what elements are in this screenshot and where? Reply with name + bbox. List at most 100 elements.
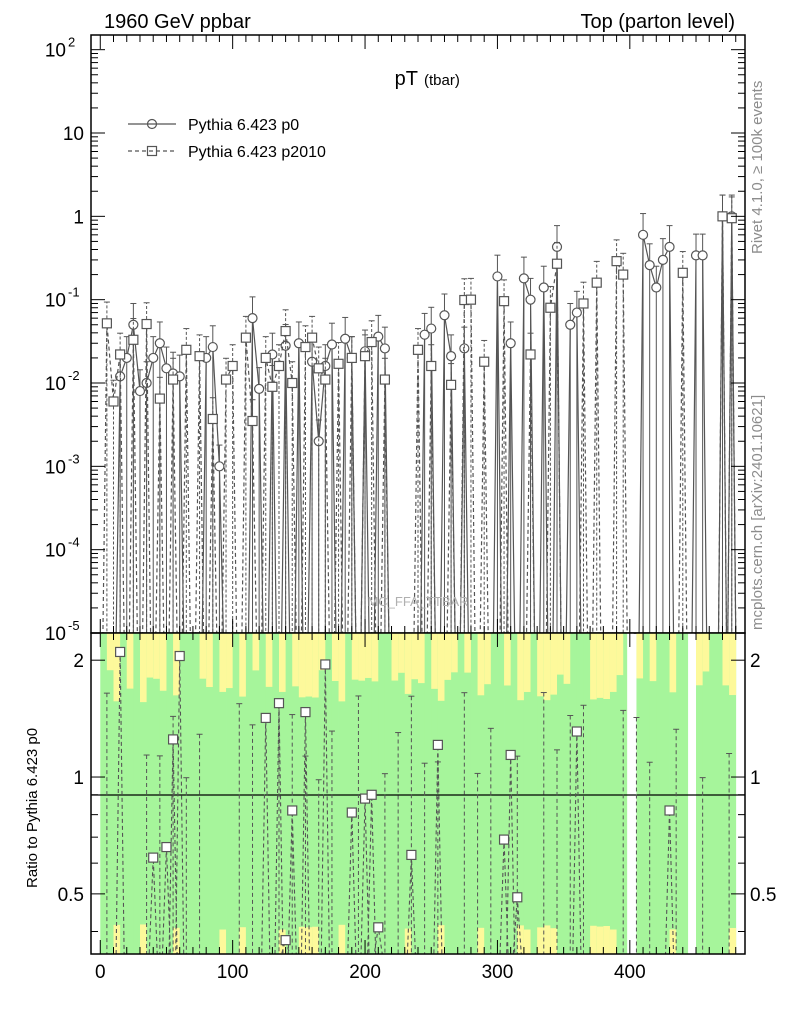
- data-point-p0: [664, 241, 675, 252]
- ratio-band-green: [431, 633, 439, 954]
- y-tick-label: 1: [73, 207, 84, 228]
- data-point-p2010: [154, 393, 165, 404]
- ratio-band-green: [729, 633, 737, 954]
- legend-entry-p0: Pythia 6.423 p0: [128, 117, 299, 134]
- data-point-p2010: [273, 360, 285, 372]
- ratio-band-green: [537, 633, 545, 954]
- ratio-band-yellow: [431, 633, 439, 689]
- ratio-band-yellow: [226, 633, 234, 689]
- data-point-p0: [657, 254, 669, 266]
- series-line-p0: [115, 216, 737, 633]
- ratio-band-yellow-low: [239, 927, 247, 954]
- data-point-p0: [538, 282, 549, 293]
- ratio-band-green: [722, 633, 730, 954]
- ratio-band-yellow: [206, 633, 214, 688]
- ratio-band-yellow: [411, 633, 419, 680]
- data-point-p0: [214, 461, 225, 472]
- ratio-band-yellow: [590, 633, 598, 700]
- ratio-band-green: [590, 633, 598, 954]
- ratio-band-green: [656, 633, 664, 954]
- ratio-band-green: [557, 633, 565, 954]
- ratio-band-green: [676, 633, 684, 954]
- ratio-band-yellow: [444, 633, 452, 680]
- data-point-p2010: [465, 294, 477, 305]
- ratio-band-yellow: [173, 633, 181, 696]
- data-point-p0: [148, 352, 159, 364]
- ratio-band-yellow: [437, 633, 445, 701]
- ratio-band-yellow: [451, 633, 459, 673]
- ratio-point-p2010: [432, 739, 443, 750]
- ratio-band-green: [464, 633, 472, 954]
- legend: Pythia 6.423 p0 Pythia 6.423 p2010: [128, 117, 326, 161]
- legend-label-p2010: Pythia 6.423 p2010: [188, 144, 326, 161]
- ratio-band-yellow: [696, 633, 704, 686]
- data-point-p0: [134, 385, 146, 397]
- ratio-band-yellow-low: [537, 927, 545, 954]
- ratio-band-green: [331, 633, 339, 954]
- ratio-band-yellow-low: [219, 929, 227, 954]
- ratio-band-green: [477, 633, 485, 954]
- ratio-band-green: [179, 633, 187, 954]
- data-point-p0: [565, 319, 576, 330]
- x-tick-label: 400: [614, 962, 646, 983]
- data-point-p2010: [545, 302, 556, 313]
- ratio-band-yellow: [199, 633, 207, 679]
- ratio-band-green: [318, 633, 326, 954]
- ratio-band-green: [550, 633, 558, 954]
- ratio-band-yellow: [239, 633, 247, 697]
- ratio-band-green: [351, 633, 359, 954]
- plot-title: pT (tbar): [395, 68, 460, 90]
- x-tick-label: 200: [349, 962, 381, 983]
- ratio-plot-area: 0.5 0.5 1 1 2 2 Ratio to Pythia 6.423 p0: [24, 632, 776, 955]
- ratio-point-p2010: [167, 734, 179, 745]
- ratio-band-green: [616, 633, 624, 954]
- ratio-point-p2010: [512, 892, 523, 903]
- ratio-band-green: [206, 633, 214, 954]
- ratio-band-green: [583, 633, 591, 954]
- data-point-p2010: [333, 358, 344, 369]
- data-point-p0: [247, 313, 258, 324]
- ratio-band-yellow: [265, 633, 273, 687]
- ratio-band-yellow: [305, 633, 313, 697]
- ratio-band-green: [219, 633, 227, 954]
- ratio-band-green: [649, 633, 657, 954]
- ratio-point-p2010: [148, 852, 159, 863]
- data-point-p2010: [181, 344, 192, 355]
- y-tick-label-exponent: -3: [68, 451, 80, 466]
- ratio-band-green: [212, 633, 220, 954]
- ratio-band-yellow: [649, 633, 657, 682]
- ratio-band-green: [312, 633, 320, 954]
- ratio-band-gap: [688, 633, 695, 954]
- ratio-band-green: [232, 633, 240, 954]
- ratio-band-yellow-low: [550, 928, 558, 954]
- legend-label-p0: Pythia 6.423 p0: [188, 117, 299, 134]
- y-tick-label: 10: [45, 41, 66, 62]
- ratio-band-yellow: [616, 633, 624, 676]
- y-tick-label: 10: [45, 541, 66, 562]
- ratio-band-green: [278, 633, 287, 954]
- ratio-band-yellow-low: [298, 926, 306, 954]
- ratio-band-yellow: [504, 633, 512, 686]
- legend-marker-circle: [146, 118, 158, 130]
- data-point-p2010: [128, 334, 139, 345]
- ratio-point-p2010: [115, 646, 126, 658]
- x-tick-label: 100: [217, 962, 249, 983]
- ratio-band-yellow-low: [404, 928, 412, 954]
- ratio-band-green: [623, 633, 631, 954]
- ratio-band-yellow: [126, 633, 134, 689]
- ratio-band-green: [576, 633, 584, 954]
- ratio-band-yellow: [219, 633, 227, 692]
- ratio-band-green: [153, 633, 161, 954]
- ratio-band-green: [186, 633, 194, 954]
- ratio-tick-label-right: 1: [750, 768, 761, 789]
- ratio-band-green: [298, 633, 306, 954]
- ratio-y-axis: 0.5 0.5 1 1 2 2: [58, 651, 776, 932]
- series-line-p2010: [102, 216, 737, 633]
- y-tick-label: 10: [63, 124, 84, 145]
- ratio-band-yellow: [563, 633, 571, 684]
- data-point-p2010: [618, 269, 629, 280]
- ratio-point-p2010: [161, 841, 172, 853]
- ratio-band-yellow: [418, 633, 426, 684]
- ratio-band-yellow: [146, 633, 154, 678]
- ratio-band-green: [643, 633, 651, 954]
